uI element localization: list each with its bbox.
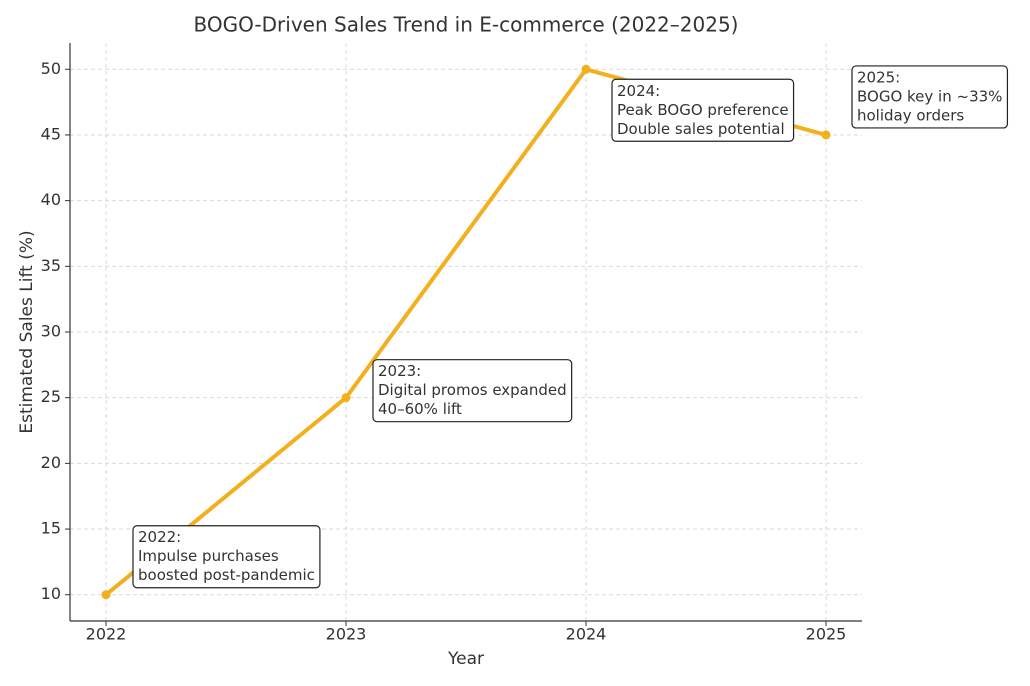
y-tick-label: 45	[41, 124, 61, 143]
annotation-text: Impulse purchases	[138, 547, 279, 565]
x-tick-label: 2025	[806, 625, 847, 644]
x-axis-label: Year	[447, 649, 484, 669]
annotation-box	[132, 525, 321, 589]
y-tick-label: 25	[41, 387, 61, 406]
annotation-text: 40–60% lift	[378, 400, 462, 418]
annotation-box	[372, 359, 573, 423]
data-point	[341, 393, 351, 403]
annotation-text: Digital promos expanded	[378, 381, 567, 399]
data-point	[101, 590, 111, 600]
annotation-text: 2024:	[617, 82, 660, 100]
annotation-box	[851, 65, 1009, 129]
annotation-text: Peak BOGO preference	[617, 101, 789, 119]
annotation-text: Double sales potential	[617, 120, 785, 138]
annotation-text: BOGO key in ~33%	[857, 87, 1002, 105]
y-tick-label: 30	[41, 322, 61, 341]
y-tick-label: 15	[41, 519, 61, 538]
annotation: 2025:BOGO key in ~33%holiday orders	[851, 65, 1009, 129]
x-tick-label: 2022	[86, 625, 127, 644]
x-tick-label: 2024	[566, 625, 607, 644]
annotation-box	[611, 78, 795, 142]
y-tick-label: 10	[41, 584, 61, 603]
annotation-text: holiday orders	[857, 106, 964, 124]
y-axis-label: Estimated Sales Lift (%)	[17, 230, 37, 433]
chart-title: BOGO-Driven Sales Trend in E-commerce (2…	[194, 13, 739, 37]
y-tick-label: 35	[41, 256, 61, 275]
x-tick-label: 2023	[326, 625, 367, 644]
annotation-text: 2023:	[378, 362, 421, 380]
annotation-text: 2025:	[857, 68, 900, 86]
y-tick-label: 50	[41, 59, 61, 78]
annotation-text: 2022:	[138, 528, 181, 546]
data-point	[821, 130, 831, 140]
y-tick-label: 20	[41, 453, 61, 472]
data-point	[581, 64, 591, 74]
y-tick-label: 40	[41, 190, 61, 209]
annotation-text: boosted post-pandemic	[138, 566, 315, 584]
